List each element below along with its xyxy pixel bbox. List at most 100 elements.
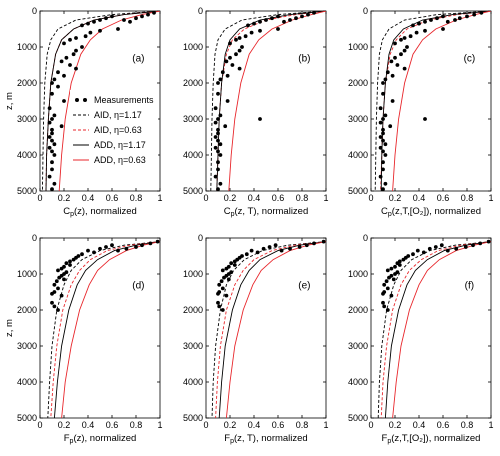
y-tick-label: 3000 (348, 341, 368, 351)
x-axis-label: Cp(z, T), normalized (224, 206, 309, 218)
measurement-point (218, 113, 223, 118)
measurement-point (385, 286, 390, 291)
y-tick-label: 1000 (348, 269, 368, 279)
y-tick-label: 0 (363, 6, 368, 16)
measurement-point (388, 124, 393, 129)
measurement-point (441, 14, 445, 19)
measurement-point (378, 106, 383, 111)
series-line (53, 241, 160, 418)
measurement-point (288, 18, 292, 22)
measurement-point (243, 34, 248, 39)
measurement-point (68, 259, 72, 264)
series-line (216, 11, 326, 191)
y-tick-label: 4000 (348, 150, 368, 160)
measurement-point (225, 99, 230, 103)
measurement-point (92, 250, 96, 255)
y-tick-label: 1000 (183, 42, 203, 52)
x-axis-label: Fp(z), normalized (64, 433, 137, 445)
measurement-point (224, 293, 229, 298)
measurement-point (300, 14, 304, 19)
measurement-point (224, 266, 229, 271)
y-tick-label: 4000 (183, 150, 203, 160)
measurement-point (74, 66, 78, 71)
measurement-point (50, 127, 54, 132)
measurement-point (57, 275, 62, 280)
measurement-point (98, 28, 102, 33)
measurement-point (216, 138, 220, 143)
measurement-point (80, 23, 84, 28)
legend: Measurements AID, η=1.17 AID, η=0.63 ADD, η… (70, 90, 158, 170)
measurement-point (381, 131, 385, 136)
measurement-point (401, 257, 406, 262)
measurement-point (104, 245, 108, 249)
measurement-point (385, 268, 390, 273)
series-line (392, 241, 491, 418)
measurement-point (64, 261, 69, 266)
measurement-point (110, 14, 114, 19)
plot-frame (39, 10, 161, 192)
x-axis-label: Fp(z, T), normalized (224, 433, 307, 445)
measurement-point (220, 70, 225, 75)
series-line (210, 11, 326, 191)
measurement-point (258, 28, 262, 33)
measurement-point (52, 153, 57, 157)
measurement-point (68, 263, 72, 267)
y-tick-label: 0 (32, 6, 37, 16)
measurement-point (244, 252, 249, 257)
measurement-point (217, 304, 222, 309)
chart-panel-d: 0 0.2 0.4 0.6 0.8 1 0 1000 2000 3000 4000 5000 Fp(z)… (4, 233, 163, 445)
measurement-point (52, 282, 57, 287)
measurement-point (393, 41, 397, 46)
measurement-point (80, 45, 84, 49)
measurement-point (282, 19, 286, 24)
measurement-point (98, 246, 102, 251)
measurement-point (222, 275, 226, 280)
chart-panel-f: 0 0.2 0.4 0.6 0.8 1 0 1000 2000 3000 4000 5000 Fp(z,… (348, 233, 494, 445)
measurement-point (391, 277, 396, 282)
measurement-point (237, 36, 242, 40)
measurement-point (237, 66, 242, 71)
series-line (50, 241, 160, 418)
measurement-point (267, 245, 272, 249)
measurement-point (74, 48, 78, 53)
measurement-point (276, 27, 280, 31)
measurement-point (383, 142, 388, 147)
series-line (380, 11, 491, 191)
y-tick-label: 0 (363, 233, 368, 243)
chart-panel-c: 0 0.2 0.4 0.6 0.8 1 0 1000 2000 3000 4000 5000 Cp(z,… (348, 6, 494, 218)
measurement-point (463, 245, 468, 249)
measurement-point (389, 59, 394, 64)
x-tick-label: 0.6 (106, 420, 119, 430)
measurement-point (47, 174, 52, 179)
measurement-point (486, 239, 491, 244)
x-axis-label: Fp(z,T,[O₂]), normalized (382, 433, 481, 445)
plot-frame (205, 237, 327, 419)
y-tick-label: 2000 (183, 305, 203, 315)
measurement-point (393, 55, 397, 60)
x-tick-label: 0.4 (248, 420, 261, 430)
y-tick-label: 0 (32, 233, 37, 243)
measurement-point (408, 34, 413, 39)
measurement-point (216, 149, 220, 154)
series-line (384, 241, 491, 418)
measurement-point (273, 243, 278, 248)
x-tick-label: 0.6 (272, 420, 285, 430)
x-tick-label: 0 (37, 420, 42, 430)
measurement-point (226, 277, 231, 282)
measurement-point (104, 16, 108, 21)
measurement-point (47, 145, 52, 150)
measurement-point (52, 304, 57, 309)
series-line (47, 241, 160, 418)
y-axis-label: z, m (4, 92, 15, 110)
plot-frame (39, 237, 161, 419)
measurement-point (249, 248, 254, 253)
y-tick-label: 0 (198, 233, 203, 243)
y-tick-label: 2000 (348, 78, 368, 88)
series-line (211, 241, 326, 418)
measurement-point (71, 257, 76, 262)
measurement-point (86, 21, 90, 26)
x-tick-label: 1 (323, 193, 328, 203)
series-line (216, 11, 326, 191)
series-line (61, 241, 160, 418)
x-tick-label: 0.2 (58, 420, 71, 430)
